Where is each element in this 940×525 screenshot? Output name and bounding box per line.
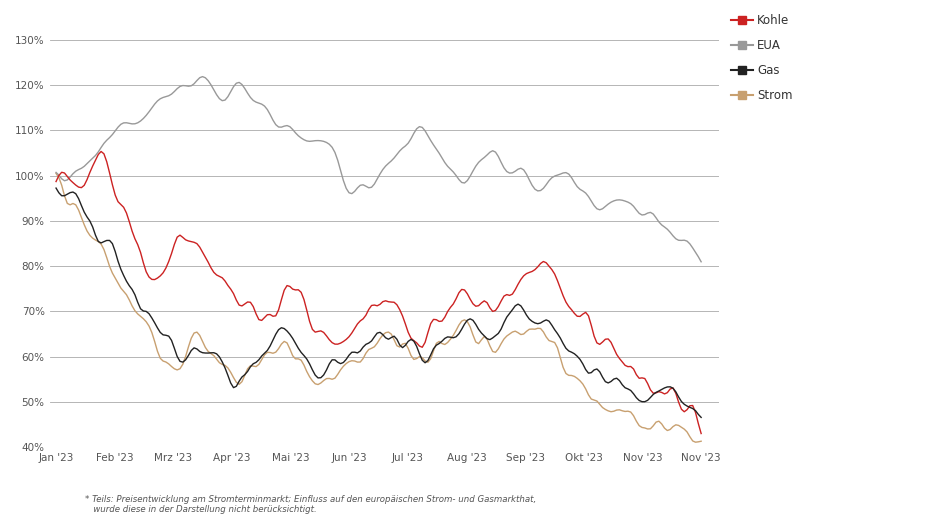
Kohle xyxy=(693,421,704,427)
Line: Gas: Gas xyxy=(56,188,701,417)
EUA xyxy=(196,74,208,80)
Kohle xyxy=(563,303,574,310)
Gas xyxy=(648,391,659,397)
Strom xyxy=(51,170,62,176)
EUA xyxy=(273,124,284,130)
Gas xyxy=(51,185,62,191)
Text: * Teils: Preisentwicklung am Stromterminmarkt; Einfluss auf den europäischen Str: * Teils: Preisentwicklung am Stromtermin… xyxy=(85,495,536,514)
Line: EUA: EUA xyxy=(56,77,701,262)
Line: Strom: Strom xyxy=(56,173,701,442)
EUA xyxy=(693,254,704,260)
Gas xyxy=(696,414,707,421)
Gas xyxy=(690,407,701,414)
Strom xyxy=(168,365,180,372)
EUA xyxy=(563,171,574,177)
Strom xyxy=(693,439,704,445)
EUA xyxy=(650,215,662,221)
Kohle xyxy=(696,430,707,437)
Kohle xyxy=(650,390,662,396)
Gas xyxy=(270,331,281,338)
EUA xyxy=(696,259,707,265)
Strom xyxy=(690,439,701,445)
Strom xyxy=(270,349,281,355)
Gas xyxy=(574,356,586,363)
Legend: Kohle, EUA, Gas, Strom: Kohle, EUA, Gas, Strom xyxy=(731,15,792,102)
EUA xyxy=(168,88,180,94)
Gas xyxy=(560,345,572,351)
Kohle xyxy=(273,307,284,313)
Kohle xyxy=(171,234,182,240)
EUA xyxy=(51,169,62,175)
Strom xyxy=(696,438,707,444)
Strom xyxy=(648,423,659,429)
Kohle xyxy=(51,178,62,185)
Kohle xyxy=(577,311,588,317)
Line: Kohle: Kohle xyxy=(56,152,701,434)
Strom xyxy=(560,370,572,376)
Gas xyxy=(168,345,180,351)
Kohle xyxy=(96,149,107,155)
Strom xyxy=(574,377,586,384)
EUA xyxy=(577,188,588,194)
